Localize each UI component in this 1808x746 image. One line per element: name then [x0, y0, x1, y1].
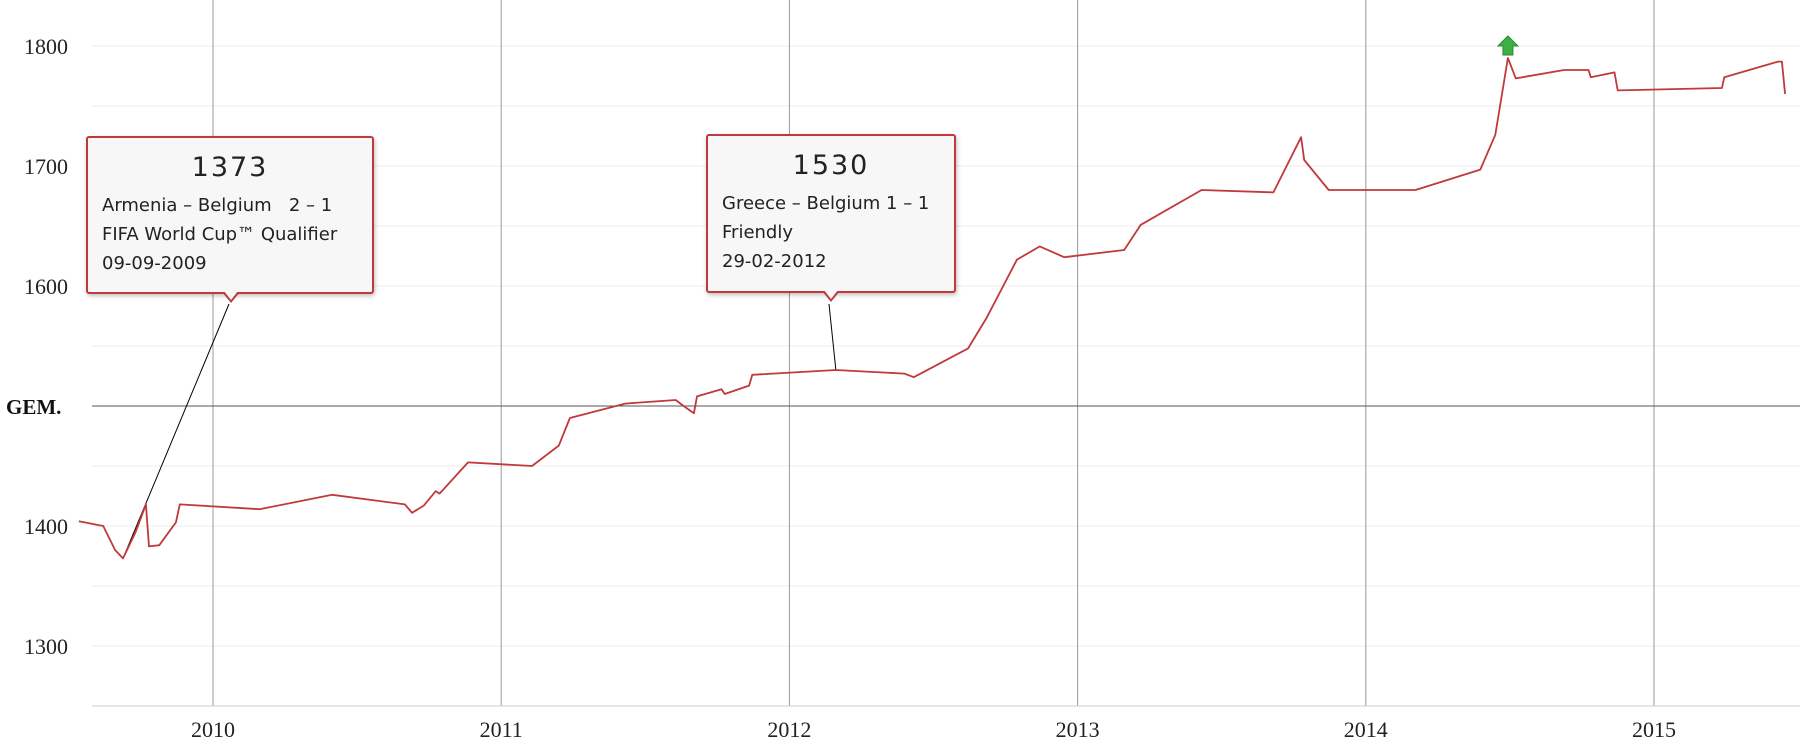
match-tooltip-armenia-belgium: 1373 Armenia – Belgium 2 – 1 FIFA World … — [86, 136, 374, 303]
vertical-gridlines — [212, 0, 1655, 706]
annotation-leader-lines — [122, 303, 837, 559]
y-tick-1300: 1300 — [24, 634, 68, 659]
tooltip-pointer-fill — [224, 291, 238, 300]
y-tick-1800: 1800 — [24, 34, 68, 59]
rating-series-line — [78, 57, 1786, 560]
match-tooltip-greece-belgium: 1530 Greece – Belgium 1 – 1 Friendly 29-… — [706, 134, 956, 302]
leader-line-greece — [828, 303, 837, 371]
y-axis-tick-labels: 1300 1400 1600 1700 1800 — [24, 34, 68, 659]
tooltip-rating-value: 1373 — [191, 152, 269, 183]
x-tick-2012: 2012 — [767, 717, 811, 742]
tooltip-competition: FIFA World Cup™ Qualifier — [102, 224, 338, 245]
tooltip-match: Armenia – Belgium 2 – 1 — [102, 195, 333, 216]
y-tick-1700: 1700 — [24, 154, 68, 179]
tooltip-competition: Friendly — [722, 222, 794, 243]
x-tick-2010: 2010 — [191, 717, 235, 742]
tooltip-date: 29-02-2012 — [722, 251, 827, 272]
peak-arrow-shape — [1496, 35, 1520, 56]
x-tick-2013: 2013 — [1056, 717, 1100, 742]
tooltip-date: 09-09-2009 — [102, 253, 207, 274]
average-label: GEM. — [6, 395, 61, 419]
green-up-arrow-icon[interactable] — [1496, 35, 1520, 56]
x-tick-2014: 2014 — [1344, 717, 1388, 742]
tooltip-rating-value: 1530 — [792, 150, 870, 181]
tooltip-pointer-fill — [824, 290, 838, 299]
y-tick-1400: 1400 — [24, 514, 68, 539]
x-axis-tick-labels: 2010 2011 2012 2013 2014 2015 — [191, 717, 1676, 742]
y-tick-1600: 1600 — [24, 274, 68, 299]
tooltip-match: Greece – Belgium 1 – 1 — [722, 193, 930, 214]
x-tick-2015: 2015 — [1632, 717, 1676, 742]
x-tick-2011: 2011 — [480, 717, 523, 742]
